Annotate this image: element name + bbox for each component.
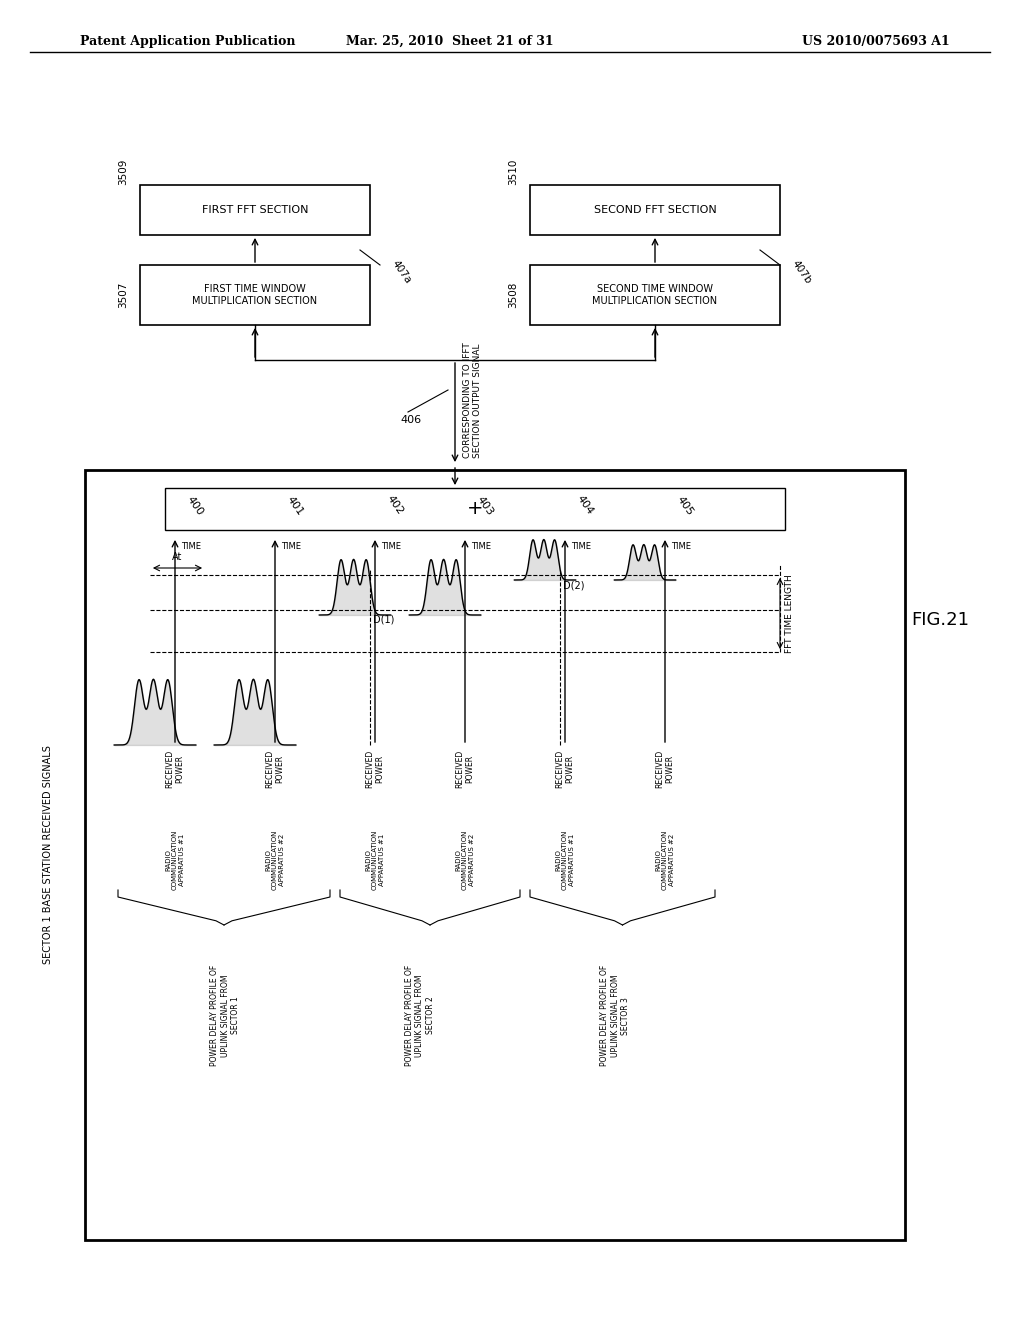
Text: RECEIVED
POWER: RECEIVED POWER bbox=[456, 750, 475, 788]
Text: FIRST FFT SECTION: FIRST FFT SECTION bbox=[202, 205, 308, 215]
Text: 400: 400 bbox=[185, 494, 205, 517]
Text: SECOND TIME WINDOW
MULTIPLICATION SECTION: SECOND TIME WINDOW MULTIPLICATION SECTIO… bbox=[593, 284, 718, 306]
Text: 406: 406 bbox=[400, 414, 421, 425]
Text: TIME: TIME bbox=[281, 543, 301, 550]
Text: TIME: TIME bbox=[671, 543, 691, 550]
Text: 407a: 407a bbox=[390, 259, 413, 285]
Text: RECEIVED
POWER: RECEIVED POWER bbox=[366, 750, 385, 788]
Text: POWER DELAY PROFILE OF
UPLINK SIGNAL FROM
SECTOR 2: POWER DELAY PROFILE OF UPLINK SIGNAL FRO… bbox=[406, 965, 435, 1067]
Text: FIG.21: FIG.21 bbox=[911, 611, 969, 630]
Text: 3507: 3507 bbox=[118, 281, 128, 308]
Text: CORRESPONDING TO IFFT
SECTION OUTPUT SIGNAL: CORRESPONDING TO IFFT SECTION OUTPUT SIG… bbox=[463, 342, 482, 458]
Text: 3508: 3508 bbox=[508, 281, 518, 308]
Text: 402: 402 bbox=[385, 494, 406, 517]
Text: TIME: TIME bbox=[471, 543, 490, 550]
Text: +: + bbox=[467, 499, 483, 519]
Text: RADIO
COMMUNICATION
APPARATUS #2: RADIO COMMUNICATION APPARATUS #2 bbox=[265, 830, 285, 891]
Text: TIME: TIME bbox=[571, 543, 591, 550]
Text: RADIO
COMMUNICATION
APPARATUS #1: RADIO COMMUNICATION APPARATUS #1 bbox=[365, 830, 385, 891]
Text: US 2010/0075693 A1: US 2010/0075693 A1 bbox=[802, 36, 950, 48]
Text: 403: 403 bbox=[475, 494, 496, 517]
Text: Mar. 25, 2010  Sheet 21 of 31: Mar. 25, 2010 Sheet 21 of 31 bbox=[346, 36, 554, 48]
Text: 407b: 407b bbox=[790, 259, 813, 285]
Text: RECEIVED
POWER: RECEIVED POWER bbox=[165, 750, 184, 788]
Bar bbox=[140, 185, 370, 235]
Text: 3510: 3510 bbox=[508, 158, 518, 185]
Bar bbox=[85, 470, 905, 1239]
Text: Patent Application Publication: Patent Application Publication bbox=[80, 36, 296, 48]
Bar bbox=[530, 265, 780, 325]
Text: RADIO
COMMUNICATION
APPARATUS #2: RADIO COMMUNICATION APPARATUS #2 bbox=[455, 830, 475, 891]
Text: RADIO
COMMUNICATION
APPARATUS #1: RADIO COMMUNICATION APPARATUS #1 bbox=[165, 830, 185, 891]
Text: 405: 405 bbox=[675, 494, 695, 517]
Bar bbox=[165, 488, 785, 531]
Text: 3509: 3509 bbox=[118, 158, 128, 185]
Text: TIME: TIME bbox=[181, 543, 201, 550]
Text: FFT TIME LENGTH: FFT TIME LENGTH bbox=[785, 574, 794, 653]
Text: RECEIVED
POWER: RECEIVED POWER bbox=[555, 750, 574, 788]
Text: SECTOR 1 BASE STATION RECEIVED SIGNALS: SECTOR 1 BASE STATION RECEIVED SIGNALS bbox=[43, 746, 53, 965]
Text: TIME: TIME bbox=[381, 543, 401, 550]
Text: RECEIVED
POWER: RECEIVED POWER bbox=[265, 750, 285, 788]
Text: POWER DELAY PROFILE OF
UPLINK SIGNAL FROM
SECTOR 1: POWER DELAY PROFILE OF UPLINK SIGNAL FRO… bbox=[210, 965, 240, 1067]
Text: RADIO
COMMUNICATION
APPARATUS #2: RADIO COMMUNICATION APPARATUS #2 bbox=[655, 830, 675, 891]
Text: RECEIVED
POWER: RECEIVED POWER bbox=[655, 750, 675, 788]
Text: D(2): D(2) bbox=[563, 579, 585, 590]
Text: POWER DELAY PROFILE OF
UPLINK SIGNAL FROM
SECTOR 3: POWER DELAY PROFILE OF UPLINK SIGNAL FRO… bbox=[600, 965, 630, 1067]
Text: 401: 401 bbox=[285, 494, 305, 517]
Text: FIRST TIME WINDOW
MULTIPLICATION SECTION: FIRST TIME WINDOW MULTIPLICATION SECTION bbox=[193, 284, 317, 306]
Text: SECOND FFT SECTION: SECOND FFT SECTION bbox=[594, 205, 717, 215]
Bar bbox=[530, 185, 780, 235]
Text: RADIO
COMMUNICATION
APPARATUS #1: RADIO COMMUNICATION APPARATUS #1 bbox=[555, 830, 575, 891]
Text: 404: 404 bbox=[575, 494, 595, 517]
Text: At: At bbox=[172, 552, 182, 562]
Bar bbox=[140, 265, 370, 325]
Text: D(1): D(1) bbox=[373, 615, 394, 624]
